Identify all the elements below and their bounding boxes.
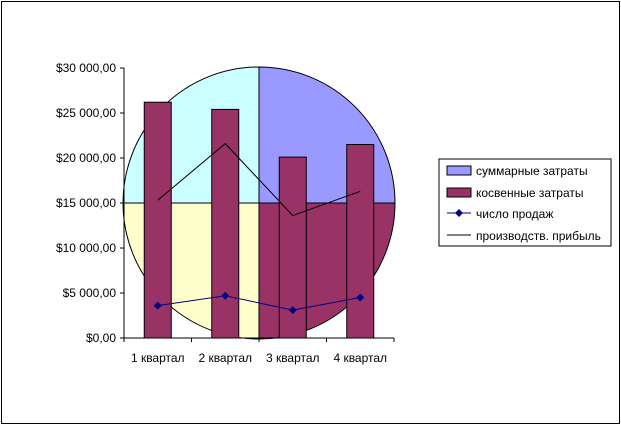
legend-label-indirect-costs: косвенные затраты [476, 186, 583, 200]
y-tick-label-6: $30 000,00 [56, 61, 116, 75]
lines-layer [153, 142, 365, 315]
marker-sales-count-1 [153, 301, 162, 310]
legend-swatch-indirect-costs [446, 187, 472, 198]
y-tick-label-4: $20 000,00 [56, 151, 116, 165]
bar-1 [143, 101, 172, 339]
y-tick-label-1: $5 000,00 [63, 286, 117, 300]
marker-sales-count-3 [288, 306, 297, 315]
marker-sales-count-2 [221, 291, 230, 300]
y-tick-label-0: $0,00 [86, 331, 116, 345]
axes-layer: $0,00 $5 000,00 $10 000,00 $15 000,00 $20 00… [56, 61, 395, 365]
legend-marker-sales-count [455, 209, 463, 217]
y-tick-label-5: $25 000,00 [56, 106, 116, 120]
legend-swatch-total-costs [446, 165, 472, 176]
bar-2 [211, 108, 240, 339]
line-production-profit [157, 142, 361, 217]
y-tick-label-2: $10 000,00 [56, 241, 116, 255]
bar-4 [346, 144, 375, 339]
line-sales-count [157, 295, 361, 311]
legend-label-sales-count: число продаж [476, 207, 553, 221]
x-tick-label-2: 2 квартал [198, 351, 252, 365]
y-tick-label-3: $15 000,00 [56, 196, 116, 210]
legend-label-production-profit: производств. прибыль [476, 229, 601, 243]
legend: суммарные затраты косвенные затраты числ… [438, 158, 612, 247]
marker-sales-count-4 [356, 293, 365, 302]
legend-label-total-costs: суммарные затраты [476, 164, 588, 178]
x-tick-label-3: 3 квартал [266, 351, 320, 365]
x-tick-label-1: 1 квартал [131, 351, 185, 365]
x-tick-label-4: 4 квартал [333, 351, 387, 365]
